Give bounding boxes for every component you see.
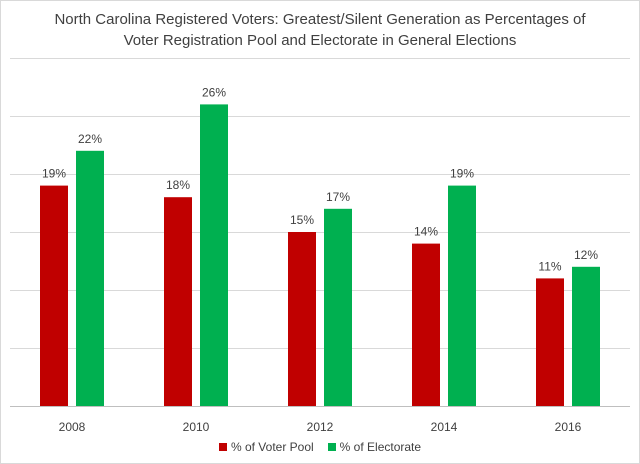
bar-electorate-2014 (448, 185, 476, 406)
bar-electorate-2016 (572, 266, 600, 406)
data-label: 26% (202, 85, 226, 99)
data-label: 19% (450, 167, 474, 181)
bar-voter-pool-2016 (536, 278, 564, 406)
data-label: 14% (414, 225, 438, 239)
data-label: 18% (166, 178, 190, 192)
data-label: 12% (574, 248, 598, 262)
bar-voter-pool-2014 (412, 243, 440, 406)
bar-electorate-2010 (200, 104, 228, 407)
data-labels: 19% 22% 18% 26% 15% 17% 14% 19% 11% 12% (42, 85, 598, 273)
x-tick-label: 2010 (183, 420, 210, 434)
bar-voter-pool-2008 (40, 185, 68, 406)
legend-swatch-electorate (327, 443, 336, 451)
legend-item-electorate: % of Electorate (327, 440, 422, 454)
bar-electorate-2012 (324, 208, 352, 406)
data-label: 15% (290, 213, 314, 227)
legend: % of Voter Pool % of Electorate (0, 440, 640, 454)
chart-title: North Carolina Registered Voters: Greate… (0, 9, 640, 51)
chart-title-line-1: North Carolina Registered Voters: Greate… (54, 11, 586, 28)
bar-voter-pool-2012 (288, 232, 316, 406)
legend-label-voter-pool: % of Voter Pool (230, 440, 314, 454)
legend-label-electorate: % of Electorate (339, 440, 422, 454)
gridlines (10, 58, 630, 407)
legend-item-voter-pool: % of Voter Pool (218, 440, 314, 454)
data-label: 19% (42, 167, 66, 181)
data-label: 11% (538, 259, 561, 273)
bars (40, 104, 600, 407)
x-tick-label: 2012 (307, 420, 334, 434)
chart-title-line-2: Voter Registration Pool and Electorate i… (123, 32, 517, 49)
data-label: 17% (326, 190, 350, 204)
bar-electorate-2008 (76, 150, 104, 406)
legend-swatch-voter-pool (218, 443, 227, 451)
x-tick-label: 2016 (555, 420, 582, 434)
x-tick-label: 2014 (431, 420, 458, 434)
x-tick-label: 2008 (59, 420, 86, 434)
x-axis-ticks: 2008 2010 2012 2014 2016 (59, 420, 582, 434)
bar-voter-pool-2010 (164, 197, 192, 406)
data-label: 22% (78, 132, 102, 146)
